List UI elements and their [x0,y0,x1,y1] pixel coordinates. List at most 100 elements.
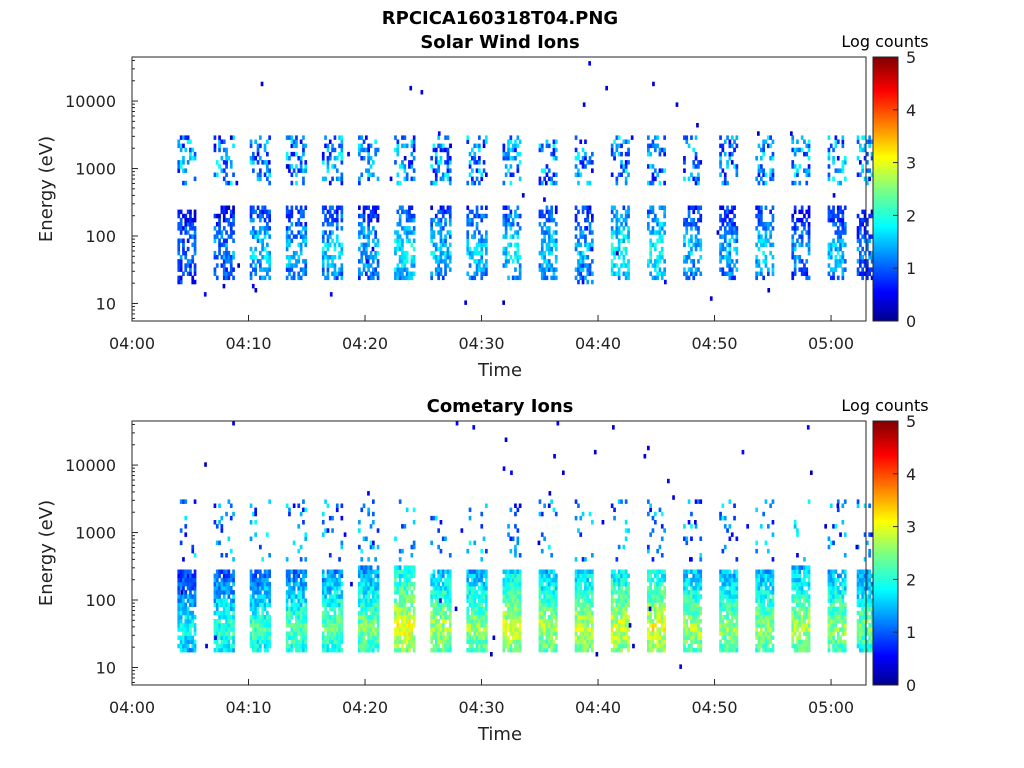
spectrogram-cell [660,647,664,653]
spectrogram-cell [692,590,696,595]
spectrogram-cell [412,168,416,173]
spectrogram-cell [321,263,325,268]
spectrogram-cell [184,263,188,268]
spectrogram-cell [620,238,623,243]
spectrogram-cell [292,602,296,607]
spectrogram-cell [448,230,452,235]
spectrogram-cell [504,230,508,235]
spectrogram-cell [685,639,689,645]
spectrogram-cell [588,61,591,66]
spectrogram-cell [690,226,693,231]
spectrogram-cell [647,180,650,186]
spectrogram-cell [222,226,226,231]
spectrogram-cell [482,242,486,248]
spectrogram-cell [791,250,795,256]
spectrogram-cell [376,205,380,210]
spectrogram-cell [408,581,411,587]
spectrogram-cell [285,263,289,268]
spectrogram-cell [182,180,185,186]
spectrogram-cell [538,598,542,603]
spectrogram-cell [254,569,257,574]
spectrogram-cell [358,627,361,632]
spectrogram-cell [516,242,520,248]
spectrogram-cell [362,226,366,231]
spectrogram-cell [401,226,404,231]
spectrogram-cell [574,226,578,231]
spectrogram-cell [186,577,190,583]
spectrogram-cell [408,594,411,599]
spectrogram-cell [624,606,628,612]
spectrogram-cell [735,135,739,140]
spectrogram-cell [222,271,226,276]
spectrogram-cell [507,635,510,640]
spectrogram-cell [807,250,811,256]
spectrogram-cell [480,602,484,607]
spectrogram-cell [554,619,558,624]
spectrogram-cell [622,259,626,264]
spectrogram-cell [326,209,330,215]
spectrogram-cell [482,594,486,599]
spectrogram-cell [437,168,440,173]
spectrogram-cell [398,217,402,223]
spectrogram-cell [733,246,736,252]
spectrogram-cell [480,647,484,653]
spectrogram-cell [516,230,520,235]
spectrogram-cell [771,226,775,231]
spectrogram-cell [369,635,373,640]
spectrogram-cell [805,242,809,248]
spectrogram-cell [215,230,219,235]
spectrogram-cell [699,217,703,223]
spectrogram-cell [624,573,628,579]
spectrogram-cell [540,614,544,620]
spectrogram-cell [660,536,664,541]
spectrogram-cell [550,581,553,587]
spectrogram-cell [297,255,301,260]
spectrogram-cell [581,569,585,574]
spectrogram-cell [658,147,662,153]
spectrogram-cell [685,647,689,653]
spectrogram-cell [658,610,662,616]
spectrogram-cell [685,259,689,264]
spectrogram-cell [762,143,765,149]
spectrogram-cell [340,267,344,272]
spectrogram-cell [579,627,583,632]
spectrogram-cell [518,139,522,144]
spectrogram-cell [182,246,185,252]
spectrogram-cell [690,614,693,620]
spectrogram-cell [398,565,402,570]
spectrogram-cell [261,594,264,599]
spectrogram-cell [475,619,479,624]
spectrogram-cell [256,598,260,603]
spectrogram-cell [473,259,477,264]
spectrogram-cell [613,614,616,620]
spectrogram-cell [658,602,662,607]
spectrogram-cell [764,222,768,227]
spectrogram-cell [184,614,188,620]
spectrogram-cell [699,238,703,243]
spectrogram-cell [805,267,809,272]
spectrogram-cell [266,610,269,616]
spectrogram-cell [292,503,296,508]
spectrogram-cell [554,598,558,603]
spectrogram-cell [545,259,549,264]
spectrogram-cell [518,647,522,653]
spectrogram-cell [473,623,477,628]
spectrogram-cell [466,639,470,645]
spectrogram-cell [550,499,553,504]
spectrogram-cell [398,581,402,587]
spectrogram-cell [439,250,443,256]
spectrogram-cell [290,238,294,243]
spectrogram-cell [225,172,228,177]
spectrogram-cell [268,614,271,620]
spectrogram-cell [518,619,522,624]
spectrogram-cell [841,222,845,227]
spectrogram-cell [834,222,838,227]
spectrogram-cell [430,602,433,607]
spectrogram-cell [229,548,233,554]
spectrogram-cell [446,250,450,256]
spectrogram-cell [516,250,520,256]
spectrogram-cell [396,623,400,628]
spectrogram-cell [610,639,614,645]
spectrogram-cell [502,614,506,620]
spectrogram-cell [581,635,585,640]
